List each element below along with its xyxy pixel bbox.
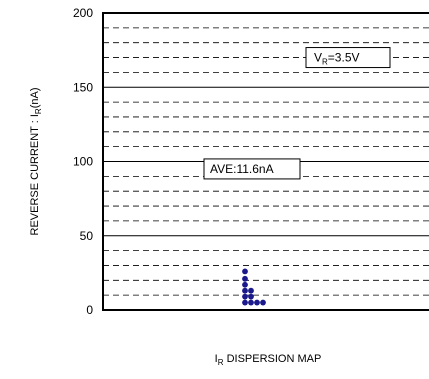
data-point (242, 299, 248, 306)
y-tick-label: 0 (86, 303, 93, 317)
data-point (254, 299, 260, 306)
y-axis-label: REVERSE CURRENT : IR(nA) (29, 88, 43, 236)
y-tick-label: 200 (73, 6, 93, 20)
data-point (242, 287, 248, 294)
average-label: AVE:11.6nA (210, 162, 274, 176)
data-points (242, 268, 266, 306)
condition-label: VR=3.5V (314, 51, 360, 67)
data-point (242, 293, 248, 300)
y-tick-label: 100 (73, 155, 93, 169)
condition-annotation: VR=3.5V (305, 47, 391, 69)
y-tick-label: 50 (80, 229, 94, 243)
y-tick-label: 150 (73, 80, 93, 94)
condition-box (305, 47, 391, 69)
grid (103, 27, 429, 296)
data-point (260, 299, 266, 306)
data-point (248, 287, 254, 294)
data-point (248, 299, 254, 306)
y-tick-labels: 0 50 100 150 200 (73, 6, 93, 317)
average-box (203, 158, 301, 180)
data-point (242, 281, 248, 288)
plot-frame (102, 12, 429, 311)
average-annotation: AVE:11.6nA (203, 158, 301, 180)
data-point (242, 268, 248, 275)
x-axis-label: IR DISPERSION MAP (215, 353, 322, 367)
data-point (248, 293, 254, 300)
data-point (242, 275, 248, 282)
